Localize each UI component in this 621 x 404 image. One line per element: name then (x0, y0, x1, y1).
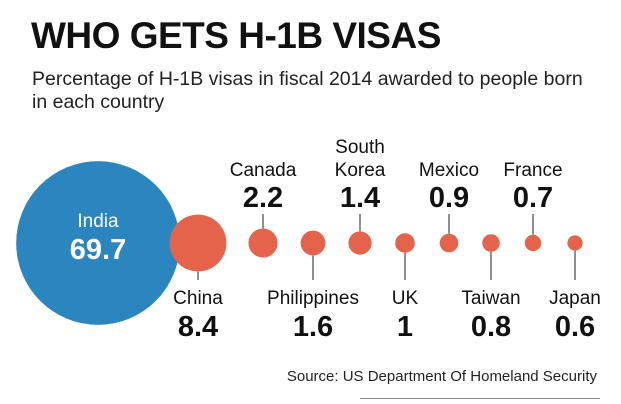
label-japan: Japan (549, 288, 601, 309)
value-0-8: 0.8 (471, 311, 511, 343)
value-2-2: 2.2 (243, 182, 283, 214)
label-uk: UK (392, 288, 419, 309)
label-mexico: Mexico (419, 160, 479, 181)
value-1-4: 1.4 (340, 182, 380, 214)
label-taiwan: Taiwan (461, 288, 520, 309)
value-0-7: 0.7 (513, 182, 553, 214)
value-8-4: 8.4 (178, 311, 218, 343)
bubble-philippines (300, 230, 326, 256)
bubble-taiwan (482, 234, 500, 252)
chart-subtitle: Percentage of H-1B visas in fiscal 2014 … (32, 68, 583, 113)
bottom-divider (360, 398, 600, 399)
label-china: China (173, 288, 223, 309)
label-south-korea-line-1: South (335, 137, 385, 158)
bubble-uk (395, 233, 415, 253)
value-0-9: 0.9 (429, 182, 469, 214)
bubble-japan (567, 235, 583, 251)
label-canada: Canada (230, 160, 297, 181)
label-south-korea-line-2: Korea (335, 160, 386, 181)
source-note: Source: US Department Of Homeland Securi… (286, 368, 597, 385)
label-philippines: Philippines (267, 288, 359, 309)
chart-title: WHO GETS H-1B VISAS (31, 15, 441, 56)
bubble-mexico (439, 233, 459, 253)
label-france: France (503, 160, 562, 181)
bubble-india (16, 161, 180, 325)
label-india: India (77, 211, 119, 232)
bubble-south-korea (348, 231, 372, 255)
bubble-china (169, 214, 227, 272)
value-1: 1 (397, 311, 413, 343)
value-1-6: 1.6 (293, 311, 333, 343)
value-69-7: 69.7 (70, 234, 126, 266)
bubble-canada (248, 228, 278, 258)
bubble-france (524, 234, 542, 252)
value-0-6: 0.6 (555, 311, 595, 343)
